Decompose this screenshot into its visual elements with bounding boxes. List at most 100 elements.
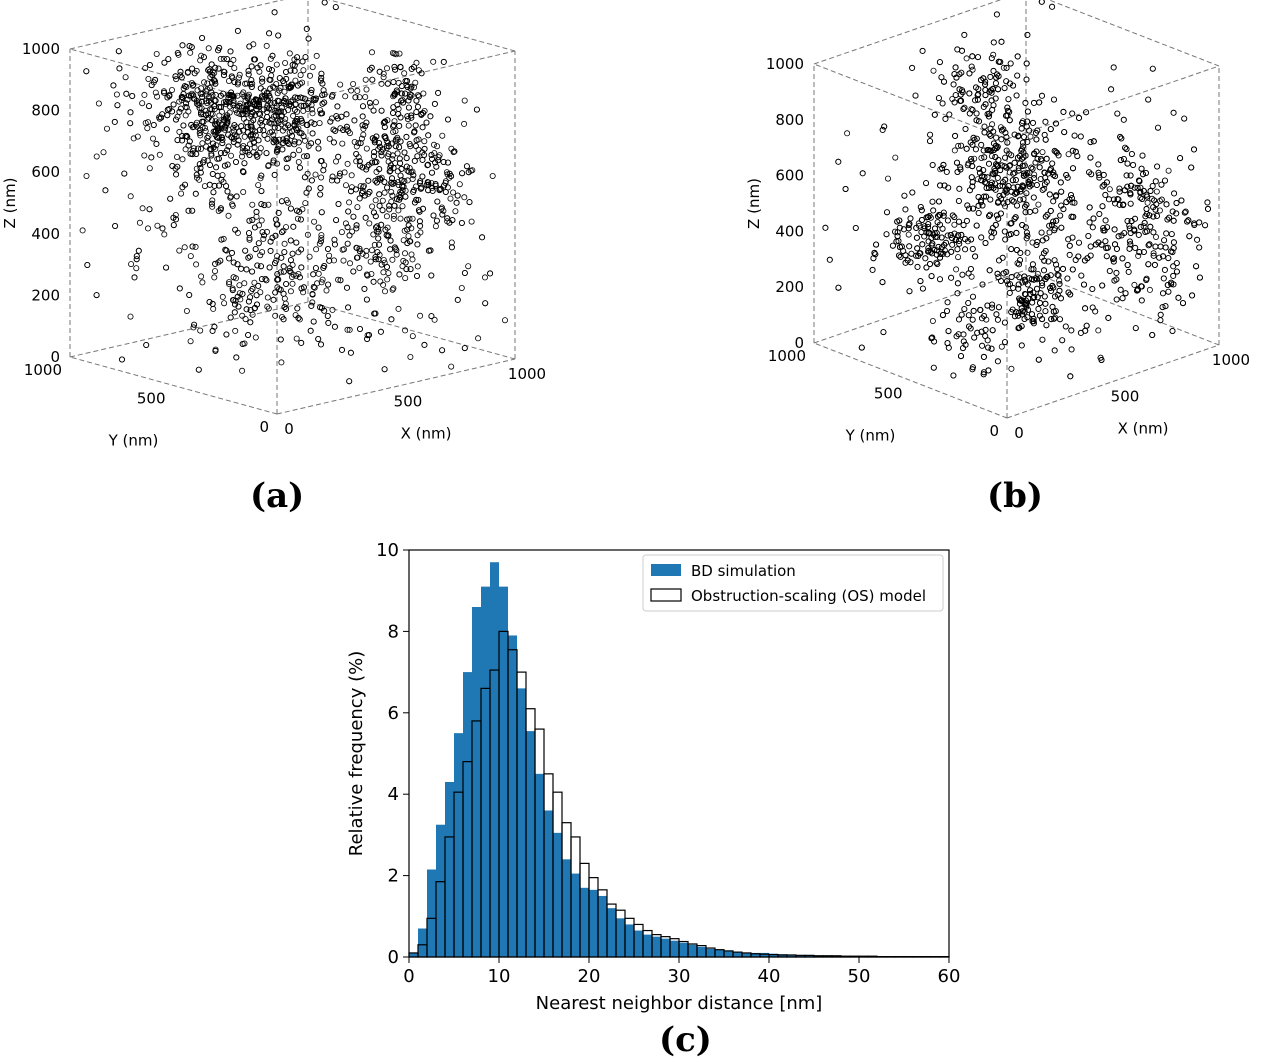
data-point: [1033, 136, 1040, 143]
data-point: [992, 154, 999, 161]
data-point: [354, 87, 361, 94]
data-point: [1152, 233, 1159, 240]
data-point: [245, 331, 252, 338]
data-point: [205, 114, 212, 121]
data-point: [217, 149, 224, 156]
data-point: [1037, 176, 1044, 183]
data-point: [1019, 139, 1026, 146]
data-point: [264, 96, 271, 103]
data-point: [321, 99, 328, 106]
z-tick-label: 0: [50, 348, 60, 366]
data-point: [405, 104, 412, 111]
data-point: [298, 339, 305, 346]
data-point: [981, 129, 988, 136]
data-point: [1011, 215, 1018, 222]
data-point: [392, 143, 399, 150]
data-point: [1008, 152, 1015, 159]
data-point: [220, 72, 227, 79]
data-point: [238, 123, 245, 130]
data-point: [1169, 249, 1176, 256]
data-point: [286, 102, 293, 109]
data-point: [402, 78, 409, 85]
data-point: [914, 245, 921, 252]
data-point: [1033, 241, 1040, 248]
data-point: [440, 207, 447, 214]
data-point: [1049, 160, 1056, 167]
data-point: [316, 240, 323, 247]
data-point: [936, 59, 943, 66]
data-point: [152, 89, 159, 96]
data-point: [369, 159, 376, 166]
data-point: [378, 149, 385, 156]
data-point: [391, 179, 398, 186]
data-point: [325, 319, 332, 326]
data-point: [929, 198, 936, 205]
data-point: [362, 123, 369, 130]
data-point: [213, 134, 220, 141]
data-point: [177, 105, 184, 112]
data-point: [1034, 294, 1041, 301]
data-point: [1008, 273, 1015, 280]
data-point: [1102, 191, 1109, 198]
data-point: [1008, 308, 1015, 315]
data-point: [303, 189, 310, 196]
data-point: [962, 341, 969, 348]
data-point: [1083, 109, 1090, 116]
data-point: [949, 235, 956, 242]
data-point: [282, 224, 289, 231]
data-point: [1056, 280, 1063, 287]
data-point: [997, 210, 1004, 217]
data-point: [1041, 257, 1048, 264]
data-point: [388, 188, 395, 195]
data-point: [269, 234, 276, 241]
cube-edge: [1006, 344, 1220, 419]
data-point: [205, 97, 212, 104]
data-point: [257, 252, 264, 259]
data-point: [215, 65, 222, 72]
data-point: [229, 201, 236, 208]
data-point: [963, 217, 970, 224]
data-point: [295, 270, 302, 277]
data-point: [207, 106, 214, 113]
data-point: [1052, 148, 1059, 155]
data-point: [368, 247, 375, 254]
data-point: [377, 328, 384, 335]
data-point: [356, 245, 363, 252]
data-point: [179, 137, 186, 144]
data-point: [940, 161, 947, 168]
data-point: [145, 103, 152, 110]
data-point: [1190, 146, 1197, 153]
data-point: [217, 257, 224, 264]
data-point: [962, 246, 969, 253]
data-point: [255, 240, 262, 247]
data-point: [337, 277, 344, 284]
data-point: [1110, 196, 1117, 203]
data-point: [290, 112, 297, 119]
data-point: [461, 269, 468, 276]
data-point: [379, 207, 386, 214]
data-point: [1114, 195, 1121, 202]
data-point: [156, 114, 163, 121]
data-point: [419, 124, 426, 131]
data-point: [896, 244, 903, 251]
data-point: [400, 237, 407, 244]
data-point: [264, 135, 271, 142]
data-point: [294, 94, 301, 101]
data-point: [405, 122, 412, 129]
data-point: [293, 239, 300, 246]
data-point: [297, 72, 304, 79]
data-point: [176, 128, 183, 135]
data-point: [119, 356, 126, 363]
data-point: [1041, 169, 1048, 176]
data-point: [1120, 116, 1127, 123]
data-point: [428, 151, 435, 158]
data-point: [969, 245, 976, 252]
data-point: [1066, 242, 1073, 249]
data-point: [258, 217, 265, 224]
data-point: [296, 208, 303, 215]
data-point: [275, 209, 282, 216]
data-point: [1053, 217, 1060, 224]
data-point: [409, 256, 416, 263]
data-point: [257, 175, 264, 182]
data-point: [234, 293, 241, 300]
